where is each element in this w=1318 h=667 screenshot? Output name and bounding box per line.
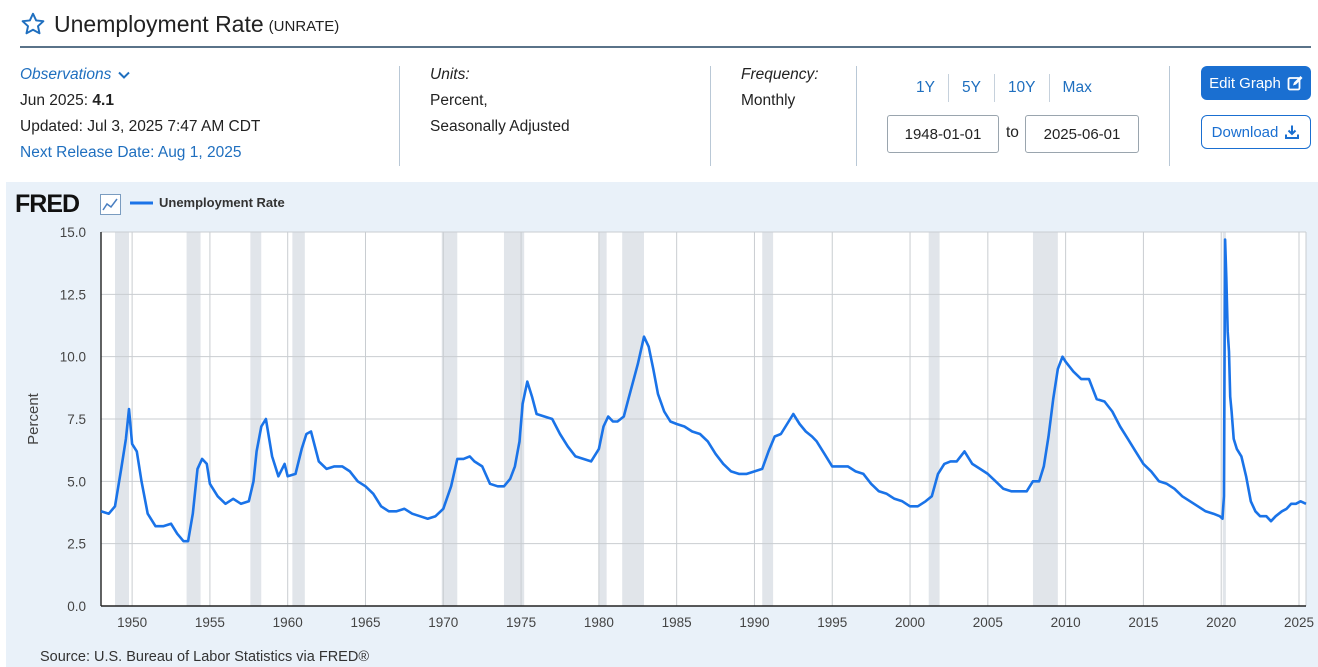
y-tick-label: 10.0 [60,350,86,365]
y-tick-label: 12.5 [60,287,86,302]
divider [856,66,857,166]
y-tick-label: 0.0 [67,599,86,614]
units-label: Units: [430,66,470,83]
unemployment-chart: 0.0 2.5 5.0 7.5 10.0 12.5 15.0 1950 1955 1960 1965… [15,190,1314,665]
frequency-label: Frequency: [741,66,819,83]
download-icon [1285,125,1300,139]
range-5y-button[interactable]: 5Y [961,79,981,96]
page-title: Unemployment Rate [54,10,264,37]
start-date-input[interactable] [887,115,999,153]
x-tick-label: 2010 [1051,615,1081,630]
series-line-unemployment-rate [100,238,1307,543]
latest-observation: Jun 2025: 4.1 [20,88,260,114]
download-button[interactable]: Download [1201,115,1311,149]
chart-icon-line [102,198,118,211]
chart-area: 0.0 2.5 5.0 7.5 10.0 12.5 15.0 1950 1955 1960 1965… [6,182,1318,667]
star-icon[interactable] [20,11,46,37]
x-tick-label: 2000 [895,615,925,630]
x-tick-label: 2020 [1206,615,1236,630]
range-max-button[interactable]: Max [1062,79,1092,96]
latest-value: 4.1 [92,92,114,109]
x-tick-label: 1960 [273,615,303,630]
edit-icon [1287,76,1303,91]
y-tick-label: 5.0 [67,474,86,489]
x-tick-label: 2015 [1128,615,1158,630]
edit-graph-button[interactable]: Edit Graph [1201,66,1311,100]
chart-icon [100,194,121,215]
x-tick-label: 1980 [584,615,614,630]
range-10y-button[interactable]: 10Y [1007,79,1036,96]
x-tick-label: 1950 [117,615,147,630]
chart-source: Source: U.S. Bureau of Labor Statistics … [40,649,369,665]
download-label: Download [1211,123,1279,141]
range-1y-button[interactable]: 1Y [916,79,935,96]
observations-panel: Observations Jun 2025: 4.1 Updated: Jul … [20,62,260,166]
title-row: Unemployment Rate (UNRATE) [20,8,339,40]
edit-graph-label: Edit Graph [1209,74,1281,92]
x-tick-label: 2025 [1284,615,1314,630]
observations-label: Observations [20,66,112,83]
latest-period: Jun 2025: [20,92,89,109]
units-line2: Seasonally Adjusted [430,118,570,135]
x-tick-label: 1985 [662,615,692,630]
legend-label: Unemployment Rate [159,195,285,210]
y-axis-label: Percent [25,392,42,445]
x-tick-label: 1995 [817,615,847,630]
range-buttons: 1Y 5Y 10Y Max [903,74,1105,102]
end-date-input[interactable] [1025,115,1139,153]
y-tick-label: 7.5 [67,412,86,427]
divider [399,66,400,166]
x-tick-label: 1990 [739,615,769,630]
x-tick-label: 1965 [350,615,380,630]
chart-icon-frame [100,194,121,215]
x-tick-label: 2005 [973,615,1003,630]
x-tick-label: 1975 [506,615,536,630]
y-tick-label: 2.5 [67,537,86,552]
frequency-value: Monthly [741,92,796,109]
next-release-link[interactable]: Next Release Date: Aug 1, 2025 [20,144,242,161]
chevron-down-icon [118,71,131,79]
divider [1169,66,1170,166]
updated-text: Updated: Jul 3, 2025 7:47 AM CDT [20,118,261,135]
x-tick-label: 1955 [195,615,225,630]
to-label: to [1006,124,1019,141]
y-tick-label: 15.0 [60,225,86,240]
frequency-panel: Frequency: Monthly [741,62,819,114]
range-divider [993,74,995,102]
range-divider [1048,74,1050,102]
fred-logo: FRED [15,190,79,218]
units-line1: Percent, [430,92,488,109]
series-id: (UNRATE) [268,17,340,35]
x-tick-label: 1970 [428,615,458,630]
observations-toggle[interactable]: Observations [20,62,260,88]
units-panel: Units: Percent, Seasonally Adjusted [430,62,570,140]
title-divider [20,46,1311,48]
range-divider [947,74,949,102]
divider [710,66,711,166]
